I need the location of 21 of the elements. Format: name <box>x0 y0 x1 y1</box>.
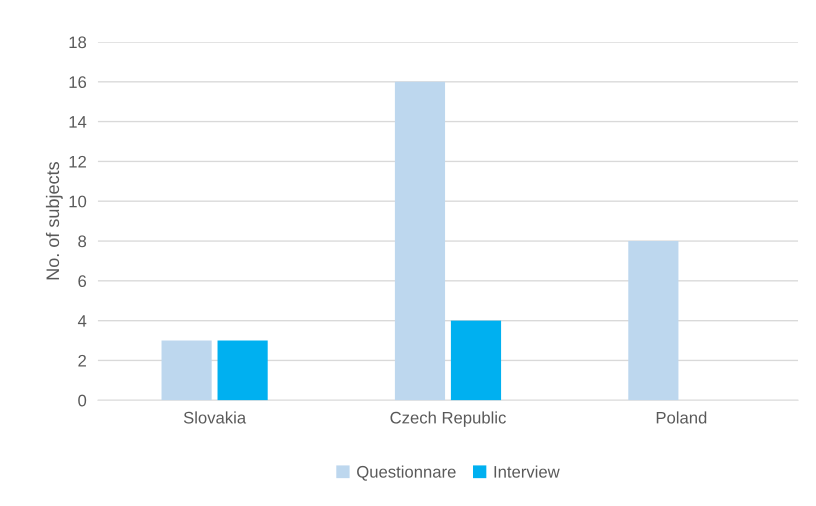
y-tick-label: 4 <box>78 315 86 327</box>
y-tick-label: 0 <box>78 394 86 406</box>
bar <box>628 241 678 400</box>
y-tick-label: 8 <box>78 235 86 248</box>
bar <box>162 340 212 400</box>
x-tick-label: Poland <box>656 411 706 424</box>
y-tick-label: 10 <box>70 196 86 208</box>
y-tick-label: 6 <box>78 275 86 288</box>
legend-label: Interview <box>494 465 560 478</box>
x-tick-label: Czech Republic <box>390 411 506 427</box>
y-tick-label: 16 <box>70 76 86 88</box>
y-tick-label: 14 <box>70 116 86 128</box>
y-tick-label: 12 <box>70 156 86 168</box>
legend-label: Questionnare <box>357 465 456 481</box>
y-axis-title: No. of subjects <box>46 162 63 280</box>
bar <box>450 320 502 400</box>
y-tick-label: 2 <box>78 354 86 366</box>
x-tick-label: Slovakia <box>184 411 246 424</box>
bar <box>394 82 446 400</box>
y-tick-label: 18 <box>70 36 86 48</box>
bar <box>218 340 268 400</box>
